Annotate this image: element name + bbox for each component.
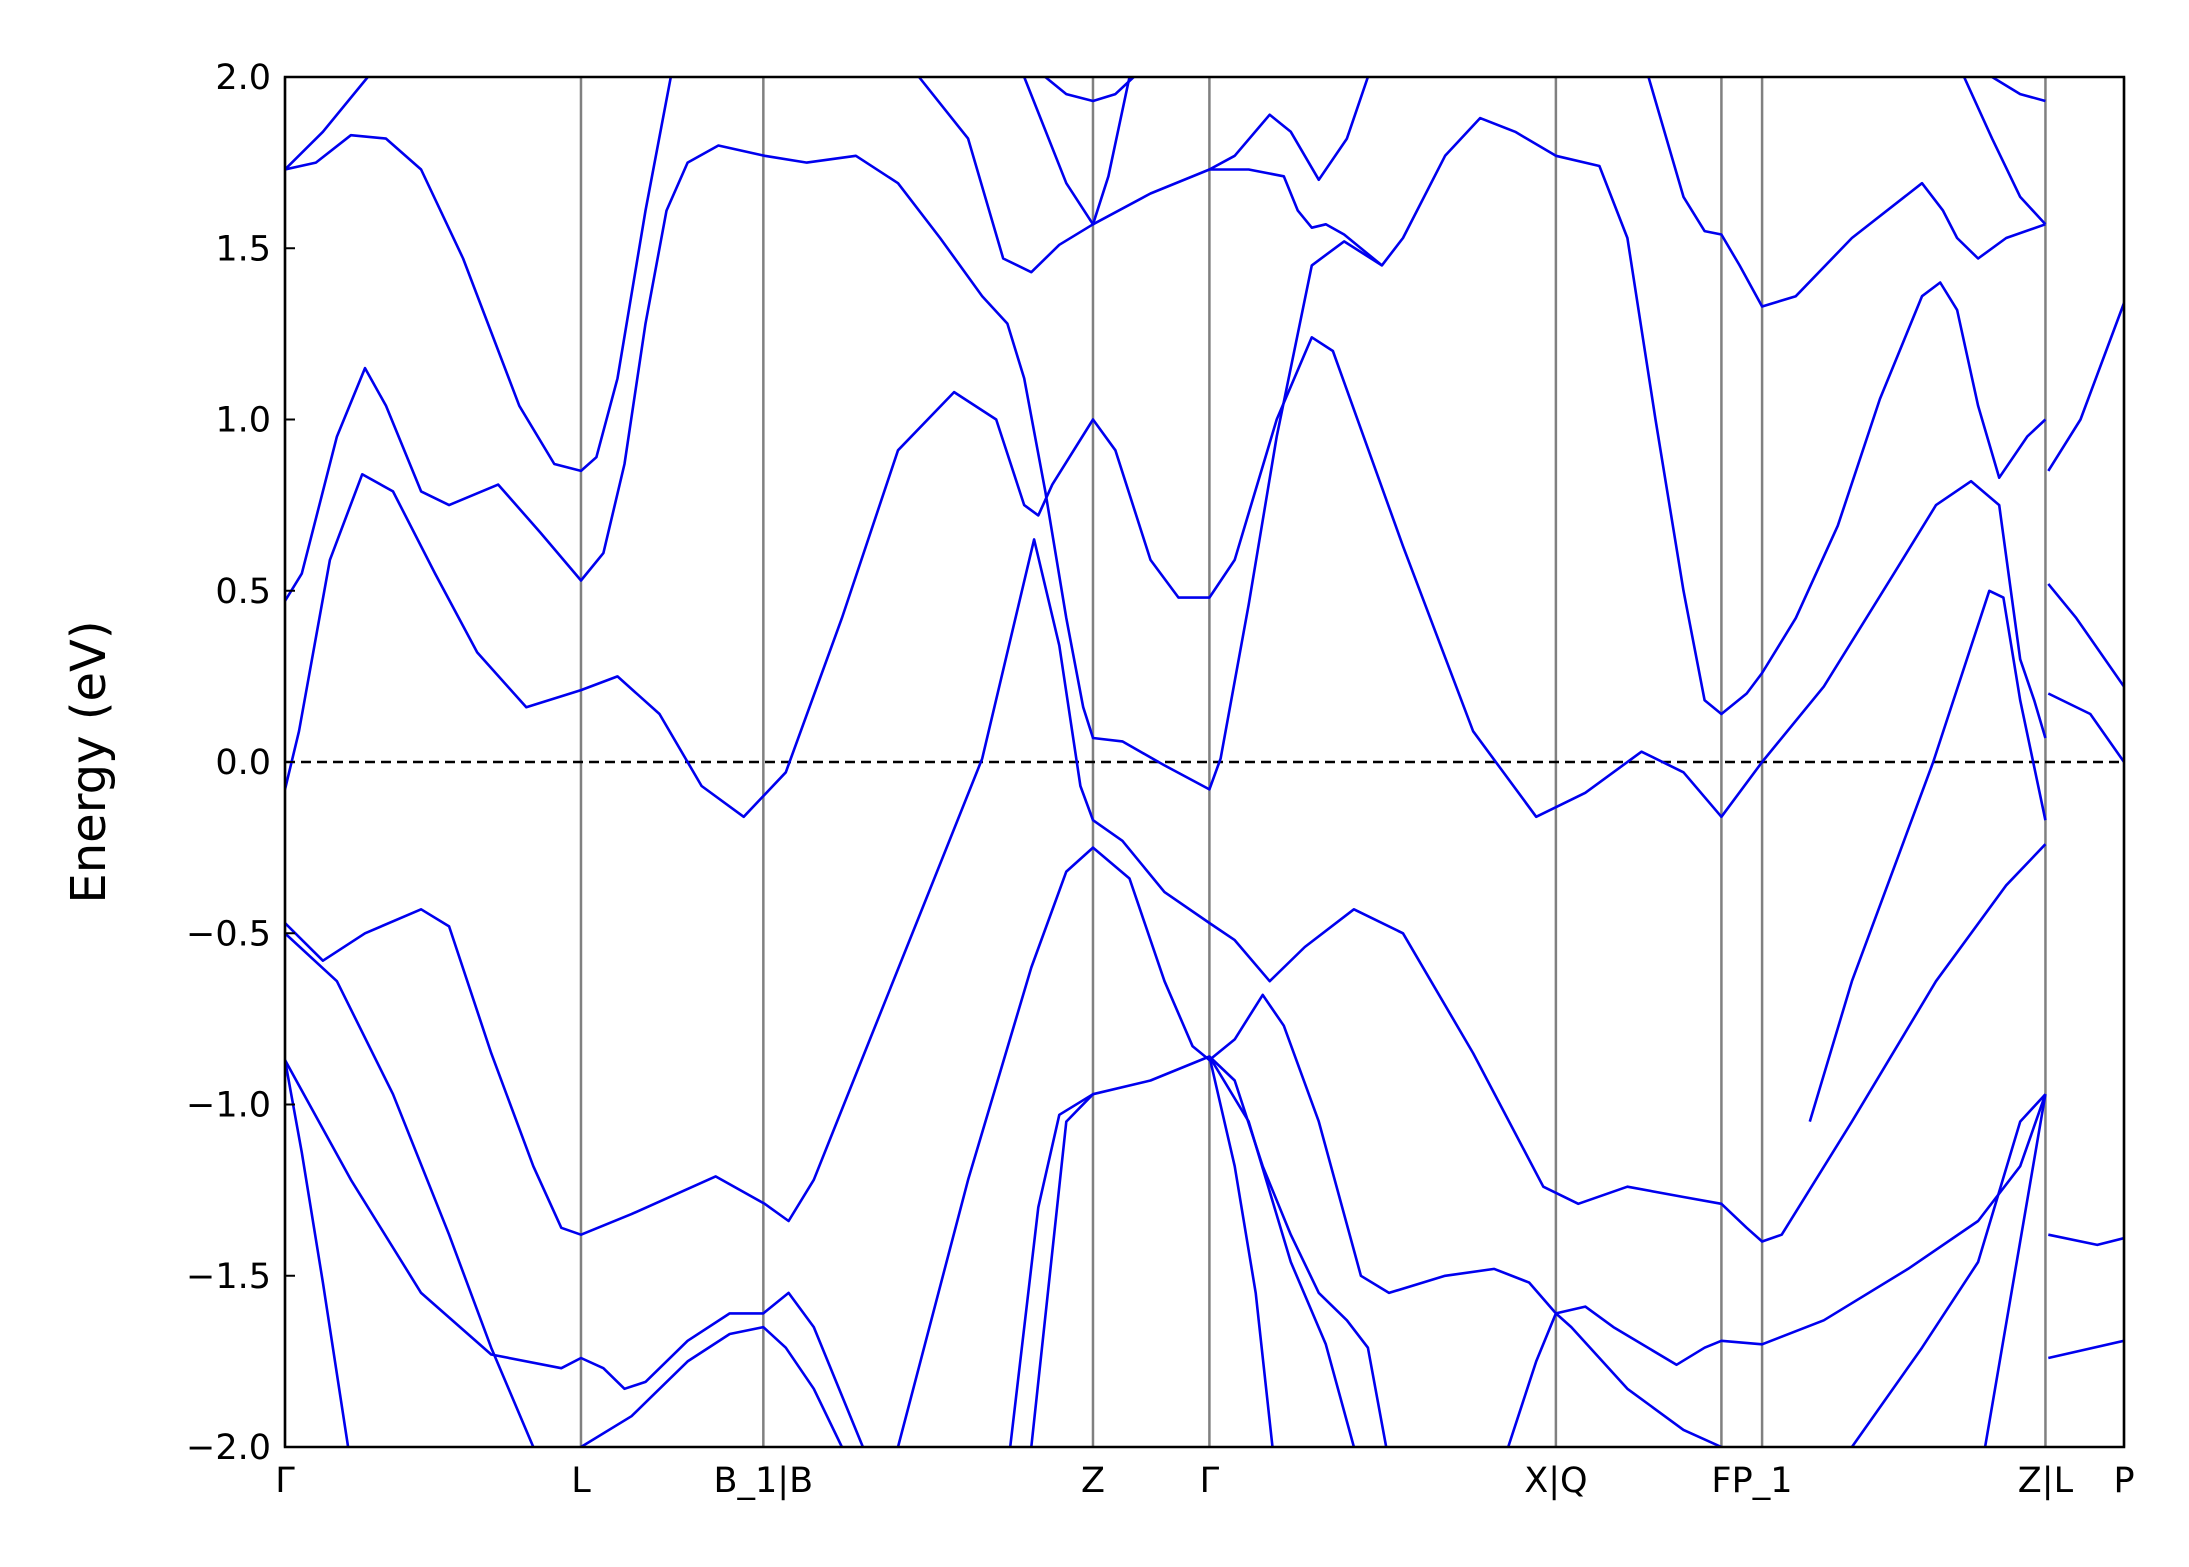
y-tick-label: −1.5	[186, 1257, 271, 1297]
band-line	[1647, 77, 2046, 308]
band-line	[285, 77, 369, 171]
band-line	[1022, 77, 1131, 226]
grid-layer	[283, 77, 2126, 1447]
y-tick-label: 1.5	[215, 229, 271, 269]
band-line	[1506, 1312, 1722, 1447]
band-line	[1761, 479, 2047, 763]
band-line	[285, 1059, 865, 1447]
x-tick-label: X|Q	[1524, 1461, 1587, 1501]
band-line	[1044, 77, 1135, 103]
y-tick-label: 0.0	[215, 743, 271, 783]
band-line	[1983, 1093, 2047, 1447]
band-line	[2047, 583, 2124, 688]
band-line	[2048, 1339, 2124, 1360]
y-tick-label: 1.0	[215, 401, 271, 441]
band-line	[285, 1059, 350, 1447]
band-line	[2048, 1233, 2124, 1247]
plot-frame	[283, 75, 2126, 1449]
bands	[285, 77, 2124, 1447]
band-line	[285, 538, 2047, 1243]
band-line	[1991, 77, 2046, 103]
band-line	[285, 77, 673, 473]
band-line	[1208, 1055, 1356, 1447]
band-line	[285, 932, 535, 1447]
band-line	[1208, 77, 1370, 182]
y-tick-label: 2.0	[215, 58, 271, 98]
x-tick-label: P	[2113, 1461, 2134, 1501]
x-tick-label: Z|L	[2018, 1461, 2074, 1501]
y-tick-label: −2.0	[186, 1428, 271, 1468]
band-line	[917, 77, 1383, 274]
y-axis-label: Energy (eV)	[61, 620, 117, 903]
band-line	[2047, 302, 2124, 472]
x-tick-label: P_1	[1732, 1461, 1793, 1501]
band-line	[2047, 692, 2124, 763]
axes-layer: Γ L B_1|B Z Γ X|Q F P_1 Z|L P −2.0 −1.5 −1.0 −0.5 0.0 0…	[186, 58, 2135, 1501]
band-line	[1808, 589, 2047, 1122]
band-line	[580, 1325, 844, 1447]
y-tick-label: −0.5	[186, 914, 271, 954]
band-line	[285, 336, 1764, 819]
y-tick-label: 0.5	[215, 572, 271, 612]
band-line	[1208, 1056, 1274, 1447]
x-tick-label: F	[1711, 1461, 1731, 1501]
x-tick-label: Γ	[275, 1461, 295, 1501]
band-line	[1850, 1093, 2047, 1447]
band-line	[1008, 1055, 1388, 1447]
x-tick-label: Z	[1081, 1461, 1105, 1501]
band-line	[285, 116, 2047, 791]
band-line	[896, 846, 2047, 1447]
y-tick-label: −1.0	[186, 1086, 271, 1126]
x-tick-label: L	[571, 1461, 591, 1501]
band-line	[1030, 1093, 1094, 1447]
band-line	[1962, 77, 2047, 226]
x-tick-label: Γ	[1200, 1461, 1220, 1501]
x-tick-label: B_1|B	[714, 1461, 814, 1501]
